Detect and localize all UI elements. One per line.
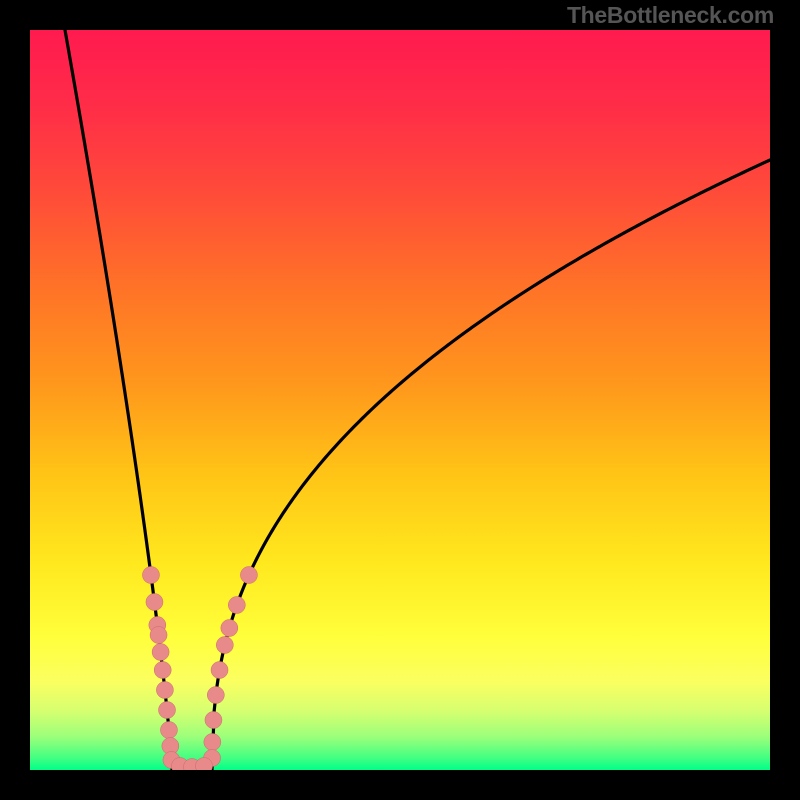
curve-marker — [150, 627, 167, 644]
gradient-background — [30, 30, 770, 770]
curve-marker — [160, 722, 177, 739]
plot-svg — [30, 30, 770, 770]
curve-marker — [207, 687, 224, 704]
curve-marker — [159, 702, 176, 719]
curve-marker — [216, 637, 233, 654]
curve-marker — [204, 734, 221, 751]
chart-frame: TheBottleneck.com — [0, 0, 800, 800]
curve-marker — [205, 712, 222, 729]
curve-marker — [228, 597, 245, 614]
curve-marker — [142, 567, 159, 584]
curve-marker — [240, 567, 257, 584]
plot-area — [30, 30, 770, 770]
curve-marker — [152, 644, 169, 661]
curve-marker — [146, 594, 163, 611]
watermark-text: TheBottleneck.com — [567, 2, 774, 29]
curve-marker — [154, 662, 171, 679]
curve-marker — [211, 662, 228, 679]
curve-marker — [156, 682, 173, 699]
curve-marker — [221, 620, 238, 637]
